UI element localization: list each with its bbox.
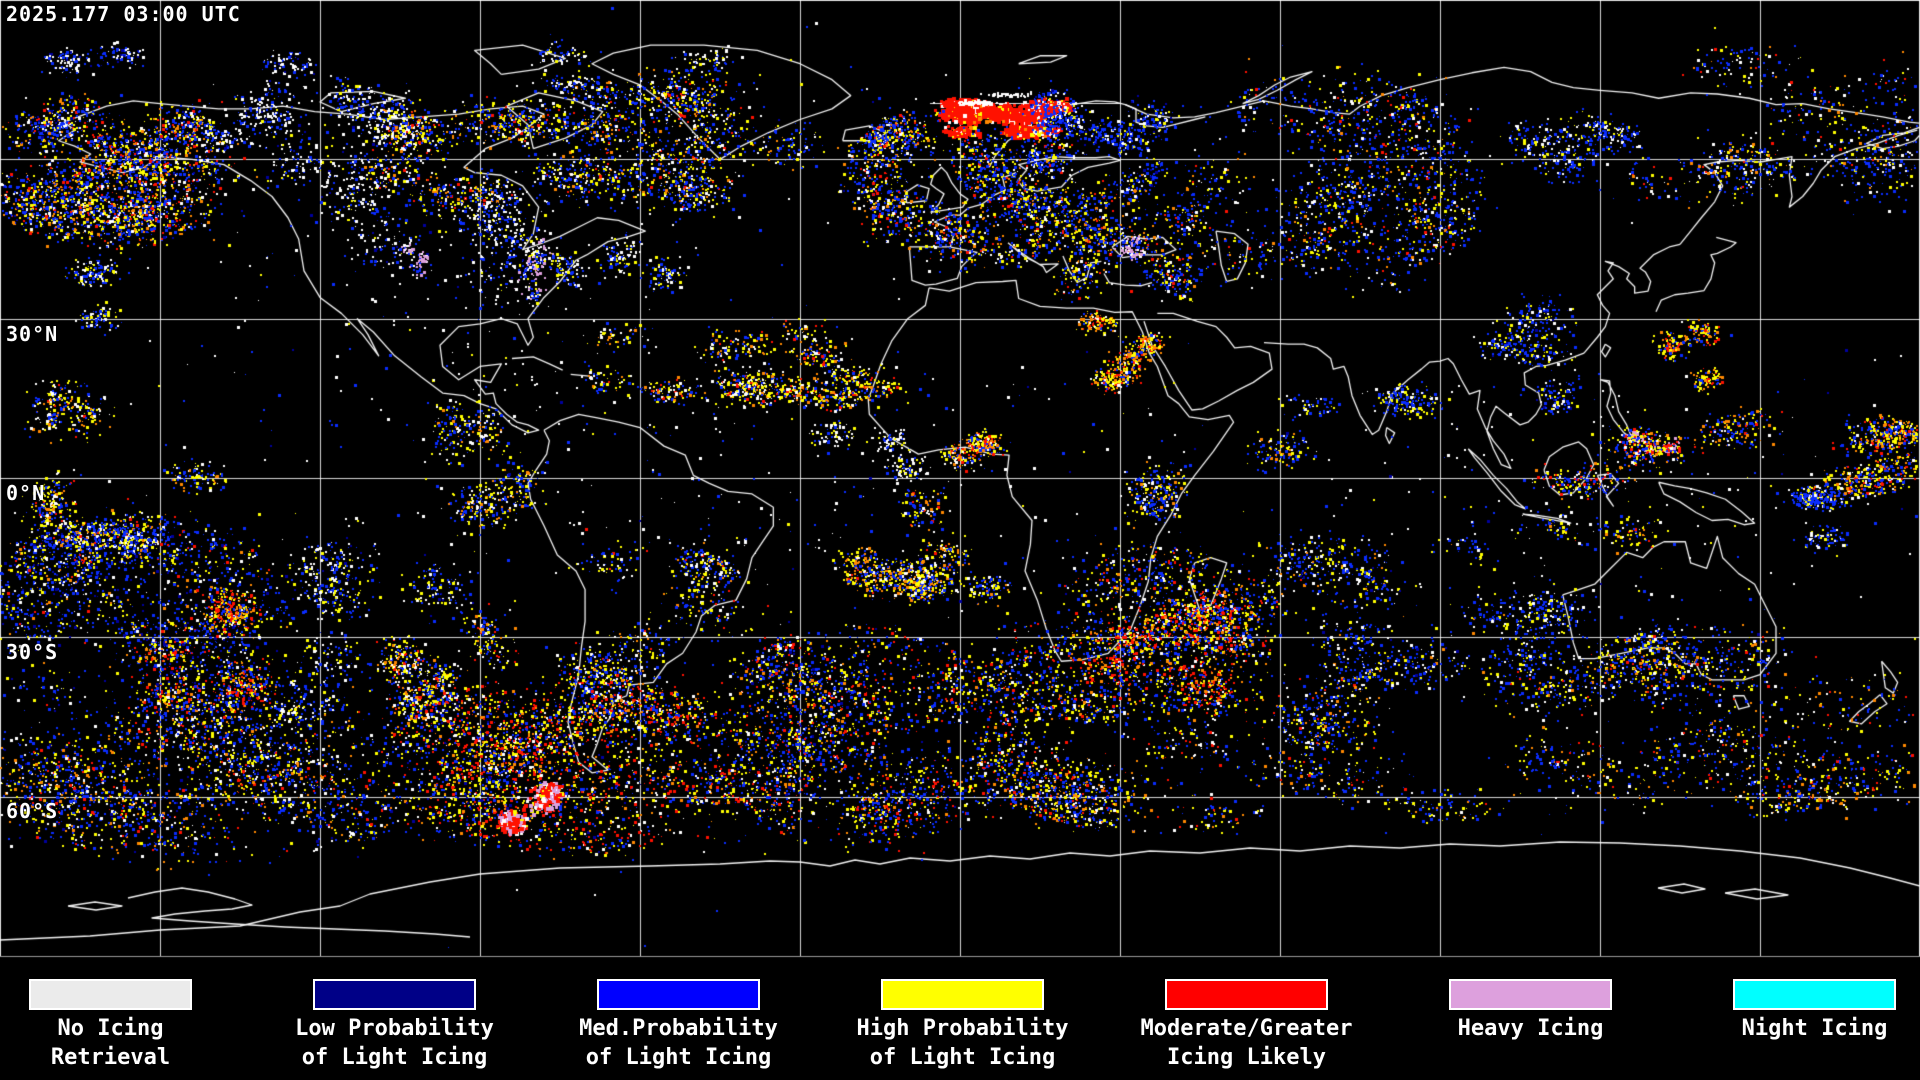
legend-label-line1: Night Icing — [1741, 1016, 1888, 1041]
legend-label-heavy-icing: Heavy Icing — [1389, 1014, 1673, 1043]
legend-label-line1: Med.Probability — [579, 1016, 778, 1041]
legend-label-line1: Low Probability — [295, 1016, 494, 1041]
lat-label: 30°S — [6, 640, 59, 664]
legend-label-line1: Heavy Icing — [1457, 1016, 1604, 1041]
legend-swatch-med-prob — [597, 979, 760, 1010]
legend-label-night-icing: Night Icing — [1673, 1014, 1920, 1043]
lat-label: 60°S — [6, 799, 59, 823]
lat-label: 30°N — [6, 322, 59, 346]
timestamp-label: 2025.177 03:00 UTC — [6, 2, 241, 26]
legend-swatch-high-prob — [881, 979, 1044, 1010]
legend-swatch-heavy-icing — [1449, 979, 1612, 1010]
legend-label-line1: No Icing — [57, 1016, 164, 1041]
legend-label-line2: of Light Icing — [585, 1045, 772, 1070]
legend-label-line2: Icing Likely — [1167, 1045, 1326, 1070]
legend-swatch-no-icing — [29, 979, 192, 1010]
legend-label-line1: Moderate/Greater — [1140, 1016, 1353, 1041]
lat-label: 0°N — [6, 481, 46, 505]
legend: No Icing Retrieval Low Probability of Light… — [0, 956, 1920, 1080]
legend-label-no-icing: No Icing Retrieval — [0, 1014, 253, 1072]
legend-label-line2: of Light Icing — [869, 1045, 1056, 1070]
legend-label-low-prob: Low Probability of Light Icing — [253, 1014, 537, 1072]
legend-swatch-low-prob — [313, 979, 476, 1010]
legend-label-line2: of Light Icing — [301, 1045, 488, 1070]
legend-swatch-night-icing — [1733, 979, 1896, 1010]
legend-label-med-prob: Med.Probability of Light Icing — [537, 1014, 821, 1072]
legend-swatch-mod-greater — [1165, 979, 1328, 1010]
legend-label-high-prob: High Probability of Light Icing — [821, 1014, 1105, 1072]
legend-label-mod-greater: Moderate/Greater Icing Likely — [1105, 1014, 1389, 1072]
legend-label-line1: High Probability — [856, 1016, 1069, 1041]
legend-label-line2: Retrieval — [50, 1045, 171, 1070]
